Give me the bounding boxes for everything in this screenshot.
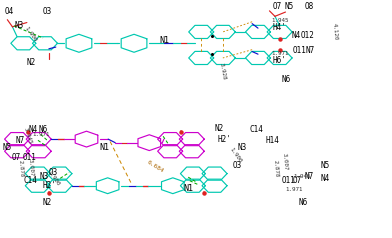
Text: O7: O7 [272, 2, 281, 11]
Text: O11: O11 [293, 46, 307, 55]
Text: N6: N6 [39, 125, 48, 134]
Text: N3: N3 [15, 21, 24, 30]
Text: 1.971: 1.971 [271, 51, 289, 56]
Text: O3: O3 [233, 161, 242, 170]
Text: O11: O11 [281, 177, 295, 185]
Text: 1.900: 1.900 [47, 170, 61, 187]
Text: N2: N2 [43, 198, 52, 207]
Text: 3.945: 3.945 [22, 127, 33, 145]
Text: N4: N4 [292, 30, 301, 40]
Text: 3.007: 3.007 [281, 152, 288, 170]
Text: 2.878: 2.878 [272, 160, 279, 178]
Text: 2.878: 2.878 [17, 159, 24, 177]
Text: 3.928: 3.928 [218, 63, 226, 81]
Text: 1.971: 1.971 [33, 132, 50, 137]
Text: N7: N7 [16, 136, 25, 145]
Text: 1.900: 1.900 [228, 147, 242, 164]
Text: H14: H14 [265, 136, 279, 145]
Text: H6': H6' [272, 56, 286, 65]
Text: N5: N5 [3, 143, 12, 152]
Text: O3: O3 [48, 168, 58, 177]
Text: 1.971: 1.971 [285, 187, 303, 192]
Text: O12: O12 [301, 30, 314, 40]
Text: O8: O8 [305, 2, 314, 11]
Text: N3: N3 [237, 143, 246, 152]
Text: O11: O11 [22, 153, 36, 162]
Text: N1: N1 [99, 143, 109, 152]
Text: 1.945: 1.945 [293, 174, 310, 179]
Text: 4.120: 4.120 [332, 23, 338, 41]
Text: N4: N4 [320, 174, 329, 183]
Text: O3: O3 [43, 7, 52, 16]
Text: N7: N7 [305, 173, 314, 181]
Text: C14: C14 [250, 125, 264, 134]
Text: N7: N7 [305, 46, 315, 55]
Text: H2': H2' [218, 135, 231, 144]
Text: N4: N4 [29, 125, 38, 134]
Text: C14: C14 [24, 176, 37, 184]
Text: O4: O4 [5, 7, 14, 16]
Text: O7: O7 [293, 177, 302, 185]
Text: H2': H2' [43, 181, 57, 190]
Text: N2: N2 [26, 58, 35, 67]
Text: 1.945: 1.945 [271, 18, 289, 23]
Text: N6: N6 [282, 75, 291, 84]
Text: 6.684: 6.684 [146, 160, 165, 174]
Text: N3: N3 [40, 172, 49, 181]
Text: 1.900: 1.900 [24, 26, 38, 43]
Text: H4': H4' [272, 23, 286, 32]
Text: N1: N1 [159, 36, 169, 45]
Text: N5: N5 [320, 161, 329, 170]
Text: N6: N6 [298, 198, 308, 207]
Text: 3.007: 3.007 [27, 159, 34, 176]
Text: N2: N2 [215, 124, 224, 134]
Text: N5: N5 [285, 2, 294, 11]
Text: N1: N1 [183, 184, 194, 193]
Text: O7: O7 [12, 153, 21, 162]
